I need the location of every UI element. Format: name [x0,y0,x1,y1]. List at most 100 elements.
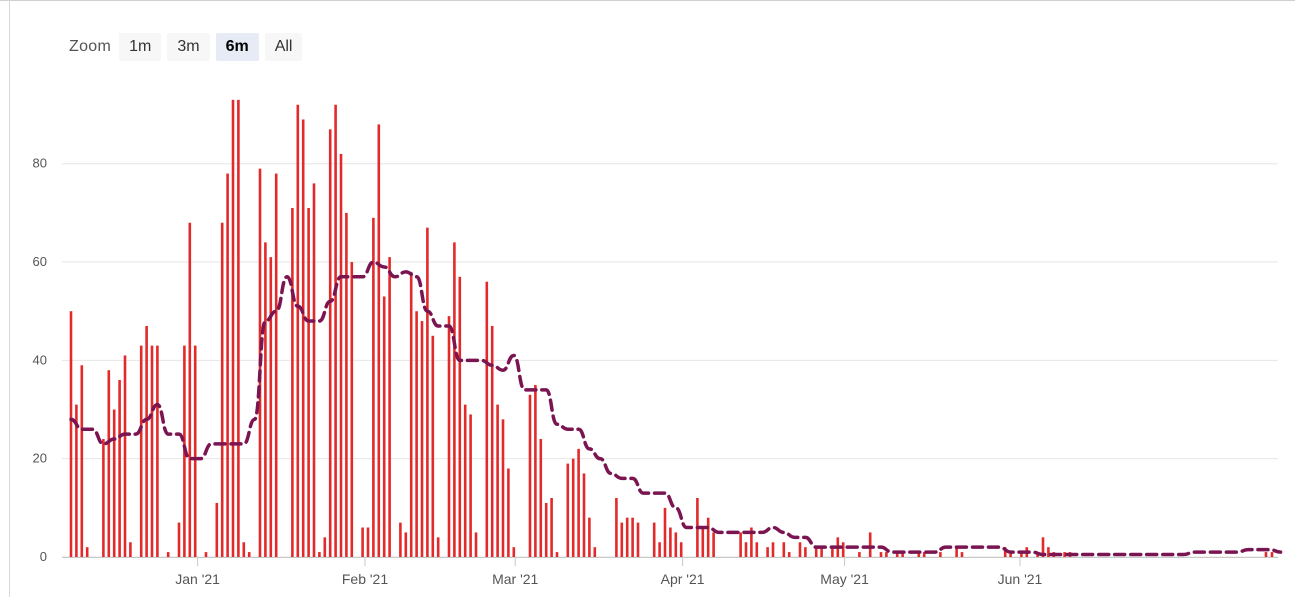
zoom-6m-button[interactable]: 6m [215,33,259,61]
bar[interactable] [458,276,462,557]
bar[interactable] [469,414,472,557]
bar[interactable] [636,522,640,557]
bar[interactable] [706,517,710,557]
bar[interactable] [404,532,408,557]
bar[interactable] [291,207,294,557]
bar[interactable] [496,404,499,557]
bar[interactable] [377,124,381,558]
bar[interactable] [150,345,154,557]
bar[interactable] [1020,552,1023,557]
bar[interactable] [426,227,429,558]
bar[interactable] [512,547,516,557]
bar[interactable] [177,522,181,557]
bar[interactable] [318,552,321,557]
bar[interactable] [750,527,753,557]
bar[interactable] [453,242,456,558]
bar[interactable] [922,552,926,557]
bar[interactable] [220,222,224,557]
bar[interactable] [1041,537,1045,557]
bar[interactable] [571,458,575,557]
bar[interactable] [755,542,759,557]
zoom-all-button[interactable]: All [264,33,303,61]
bar[interactable] [528,394,532,557]
bar[interactable] [577,448,580,557]
bar[interactable] [895,552,899,557]
bar[interactable] [345,212,348,558]
bar[interactable] [123,355,127,557]
bar[interactable] [663,507,667,557]
bar[interactable] [145,325,148,557]
bar[interactable] [1003,547,1007,557]
bar[interactable] [247,552,251,557]
bar[interactable] [555,552,559,557]
bar[interactable] [226,173,229,557]
bar[interactable] [474,532,478,557]
bar[interactable] [582,473,586,557]
bar[interactable] [739,532,742,557]
bar[interactable] [431,335,435,557]
bar[interactable] [658,542,661,557]
bar[interactable] [744,542,748,557]
bar[interactable] [107,370,111,557]
bar[interactable] [85,547,89,557]
bar[interactable] [269,257,273,557]
bar[interactable] [372,217,375,557]
bar[interactable] [129,542,132,557]
bar[interactable] [1270,552,1274,557]
zoom-3m-button[interactable]: 3m [167,33,210,61]
bar[interactable] [447,316,451,557]
bar[interactable] [1264,552,1268,557]
bar[interactable] [1047,547,1050,557]
bar[interactable] [307,207,310,557]
bar[interactable] [166,552,170,557]
bar[interactable] [652,522,656,557]
bar[interactable] [339,153,343,557]
bar[interactable] [631,517,634,557]
bar[interactable] [139,345,143,557]
bar[interactable] [550,498,553,557]
bar[interactable] [80,365,84,557]
bar[interactable] [242,542,246,557]
bar[interactable] [399,522,402,557]
bar[interactable] [701,527,705,557]
bar[interactable] [787,552,791,557]
bar[interactable] [885,552,888,557]
bar[interactable] [814,547,818,557]
bar[interactable] [620,522,624,557]
bar[interactable] [879,552,883,557]
bar[interactable] [507,468,510,557]
bar[interactable] [712,532,715,557]
bar[interactable] [312,183,316,557]
bar[interactable] [102,439,105,557]
bar[interactable] [436,537,440,557]
bar[interactable] [696,498,699,557]
bar[interactable] [771,542,775,557]
bar[interactable] [409,271,413,557]
bar[interactable] [798,542,802,557]
bar[interactable] [361,527,364,557]
bar[interactable] [490,325,494,557]
bar[interactable] [463,404,467,557]
bar[interactable] [679,542,683,557]
bar[interactable] [231,99,235,558]
bar[interactable] [766,547,769,557]
bar[interactable] [669,527,672,557]
bar[interactable] [782,542,786,557]
bar[interactable] [804,547,807,557]
bar[interactable] [960,552,964,557]
bar[interactable] [858,552,861,557]
bar[interactable] [75,404,78,557]
bar[interactable] [301,119,305,557]
bar[interactable] [1009,552,1012,557]
bar[interactable] [193,345,197,557]
bar[interactable] [820,547,823,557]
bar[interactable] [588,517,591,557]
bar[interactable] [366,527,370,557]
bar[interactable] [593,547,597,557]
bar[interactable] [415,311,418,557]
bar[interactable] [534,384,537,557]
bar[interactable] [625,517,629,557]
bar[interactable] [831,547,834,557]
bar[interactable] [112,409,116,557]
bar[interactable] [955,547,958,557]
